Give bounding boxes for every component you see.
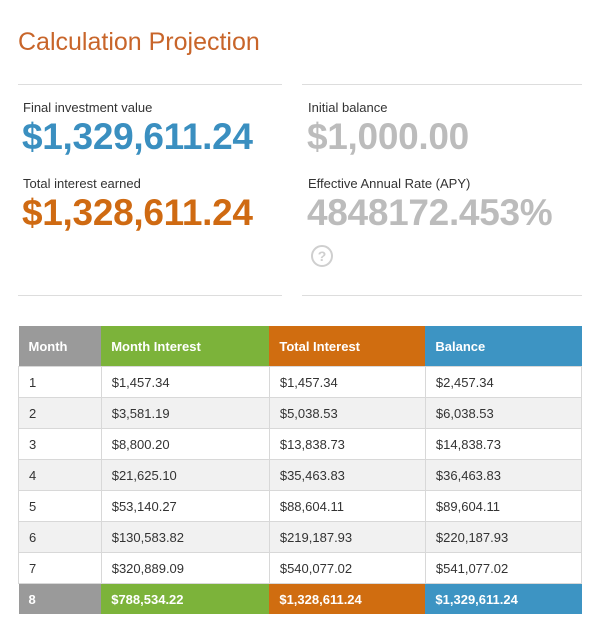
table-cell: $14,838.73 — [424, 428, 583, 460]
apy-value: 4848172.453% — [307, 192, 553, 233]
help-icon[interactable]: ? — [311, 245, 333, 267]
table-cell: 3 — [18, 428, 102, 460]
table-cell: $5,038.53 — [268, 397, 426, 429]
label: Effective Annual Rate (APY) — [308, 176, 471, 191]
divider — [302, 295, 582, 296]
table-cell: 4 — [18, 459, 102, 491]
table-cell: $540,077.02 — [268, 552, 426, 584]
table-cell: $6,038.53 — [424, 397, 583, 429]
divider — [302, 84, 582, 85]
column-header: Balance — [425, 326, 582, 367]
table-cell: $220,187.93 — [424, 521, 583, 553]
table-row: 1 $1,457.34 $1,457.34 $2,457.34 — [18, 366, 583, 398]
table-row: 6 $130,583.82 $219,187.93 $220,187.93 — [18, 521, 583, 553]
initial-value: $1,000.00 — [307, 116, 469, 157]
table-cell: 7 — [18, 552, 102, 584]
table-cell: 5 — [18, 490, 102, 522]
table-cell: $1,457.34 — [268, 366, 426, 398]
table-cell: $130,583.82 — [100, 521, 270, 553]
table-cell: $1,329,611.24 — [425, 583, 582, 614]
table-cell: $3,581.19 — [100, 397, 270, 429]
table-cell: $541,077.02 — [424, 552, 583, 584]
table-row: 7 $320,889.09 $540,077.02 $541,077.02 — [18, 552, 583, 584]
column-header: Month — [18, 326, 102, 367]
column-header: Month Interest — [101, 326, 270, 367]
table-cell: $788,534.22 — [101, 583, 270, 614]
table-cell: $53,140.27 — [100, 490, 270, 522]
table-cell: 6 — [18, 521, 102, 553]
table-cell: 1 — [18, 366, 102, 398]
label: Final investment value — [23, 100, 153, 115]
table-cell: $320,889.09 — [100, 552, 270, 584]
table-cell: $36,463.83 — [424, 459, 583, 491]
header-row: Month Month Interest Total Interest Balance — [18, 326, 582, 367]
table-row: 2 $3,581.19 $5,038.53 $6,038.53 — [18, 397, 583, 429]
table-cell: $1,328,611.24 — [269, 583, 426, 614]
projection-table: Month Month Interest Total Interest Balance… — [18, 326, 583, 614]
table-cell: 8 — [18, 583, 102, 614]
table-row: 3 $8,800.20 $13,838.73 $14,838.73 — [18, 428, 583, 460]
interest-value: $1,328,611.24 — [22, 192, 253, 233]
table-cell: $89,604.11 — [424, 490, 583, 522]
table-cell: $1,457.34 — [100, 366, 270, 398]
divider — [18, 84, 282, 85]
final-value: $1,329,611.24 — [22, 116, 253, 157]
table-cell: $35,463.83 — [268, 459, 426, 491]
table-cell: $8,800.20 — [100, 428, 270, 460]
table-cell: $88,604.11 — [268, 490, 426, 522]
table-cell: 2 — [18, 397, 102, 429]
table-cell: $2,457.34 — [424, 366, 583, 398]
table-row: 8 $788,534.22 $1,328,611.24 $1,329,611.24 — [18, 583, 582, 614]
table-cell: $219,187.93 — [268, 521, 426, 553]
table-row: 4 $21,625.10 $35,463.83 $36,463.83 — [18, 459, 583, 491]
table-row: 5 $53,140.27 $88,604.11 $89,604.11 — [18, 490, 583, 522]
column-header: Total Interest — [269, 326, 426, 367]
table-cell: $13,838.73 — [268, 428, 426, 460]
table-cell: $21,625.10 — [100, 459, 270, 491]
title: Calculation Projection — [18, 28, 260, 56]
divider — [18, 295, 282, 296]
label: Initial balance — [308, 100, 388, 115]
label: Total interest earned — [23, 176, 141, 191]
